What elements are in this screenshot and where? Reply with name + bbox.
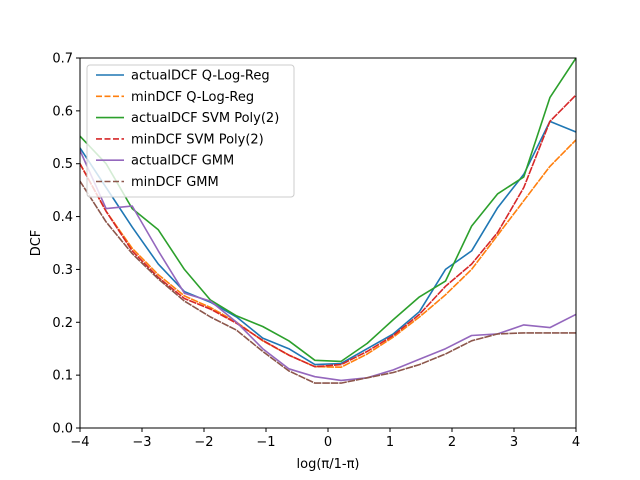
- legend-label: actualDCF GMM: [131, 154, 234, 169]
- y-axis: 0.0 0.1 0.2 0.3 0.4 0.5 0.6 0.7: [52, 52, 80, 437]
- legend: actualDCF Q-Log-Reg minDCF Q-Log-Reg actua…: [86, 64, 295, 198]
- x-tick-label: −4: [70, 435, 89, 450]
- y-tick-label: 0.3: [52, 263, 73, 278]
- series-line-actualdcf-svm-poly-2-: [80, 58, 576, 363]
- legend-label: minDCF SVM Poly(2): [131, 132, 264, 147]
- legend-label: actualDCF Q-Log-Reg: [131, 69, 270, 84]
- y-tick-label: 0.4: [52, 210, 73, 225]
- x-tick-label: 1: [386, 435, 394, 450]
- x-tick-label: −1: [256, 435, 275, 450]
- series-line-mindcf-q-log-reg: [80, 138, 576, 369]
- x-axis-label: log(π/1-π): [297, 457, 360, 472]
- series-line-mindcf-svm-poly-2-: [80, 93, 576, 368]
- series-line-actualdcf-gmm: [80, 149, 576, 382]
- y-tick-label: 0.2: [52, 316, 73, 331]
- y-tick-label: 0.6: [52, 104, 73, 119]
- legend-label: actualDCF SVM Poly(2): [131, 111, 279, 126]
- y-tick-label: 0.5: [52, 157, 73, 172]
- y-tick-label: 0.1: [52, 369, 73, 384]
- x-tick-label: 0: [324, 435, 332, 450]
- legend-frame: [86, 64, 295, 198]
- legend-label: minDCF Q-Log-Reg: [131, 90, 254, 105]
- x-tick-label: 4: [572, 435, 580, 450]
- y-axis-label: DCF: [29, 230, 44, 257]
- y-tick-label: 0.0: [52, 422, 73, 437]
- y-tick-label: 0.7: [52, 52, 73, 67]
- legend-label: minDCF GMM: [131, 175, 219, 190]
- x-tick-label: −3: [132, 435, 151, 450]
- x-tick-label: 3: [510, 435, 518, 450]
- x-tick-label: 2: [448, 435, 456, 450]
- series-layer: [80, 58, 576, 384]
- x-axis: −4 −3 −2 −1 0 1 2 3 4: [70, 428, 580, 450]
- x-tick-label: −2: [194, 435, 213, 450]
- series-line-actualdcf-q-log-reg: [80, 120, 576, 366]
- series-line-mindcf-gmm: [80, 180, 576, 384]
